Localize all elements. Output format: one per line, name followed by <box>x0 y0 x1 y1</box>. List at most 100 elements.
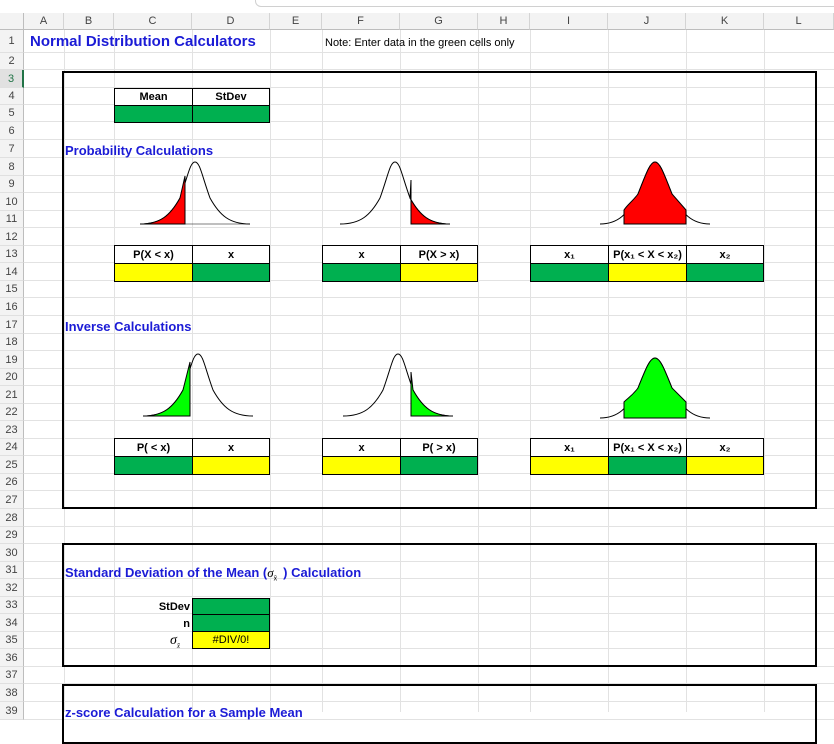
row-header-30[interactable]: 30 <box>0 544 24 562</box>
middle-red-curve-image <box>599 161 711 225</box>
x1-input[interactable] <box>530 263 609 282</box>
std-dev-of-mean-title-start: Standard Deviation of the Mean ( <box>65 565 268 580</box>
row-header-3[interactable]: 3 <box>0 70 24 88</box>
sdm-sigma-label: σx̄ <box>170 633 192 650</box>
column-header-i[interactable]: I <box>530 13 608 30</box>
sheet-title: Normal Distribution Calculators <box>30 33 256 50</box>
right-tail-red-curve-image <box>339 161 451 225</box>
row-header-38[interactable]: 38 <box>0 684 24 702</box>
row-header-35[interactable]: 35 <box>0 632 24 649</box>
inverse-x-header-right: x <box>322 438 401 457</box>
inverse-p-between-input[interactable] <box>608 456 687 475</box>
p-greater-than-x-result <box>400 263 478 282</box>
sdm-sigma-symbol: σ <box>170 633 177 648</box>
row-header-5[interactable]: 5 <box>0 105 24 122</box>
x-input-right[interactable] <box>322 263 401 282</box>
inverse-x1-header: x₁ <box>530 438 609 457</box>
x-header-left: x <box>192 245 270 264</box>
inverse-p-less-input[interactable] <box>114 456 193 475</box>
row-header-6[interactable]: 6 <box>0 122 24 140</box>
row-header-13[interactable]: 13 <box>0 246 24 263</box>
middle-green-curve-image <box>599 357 711 419</box>
x2-header: x₂ <box>686 245 764 264</box>
inverse-p-greater-input[interactable] <box>400 456 478 475</box>
row-header-25[interactable]: 25 <box>0 456 24 474</box>
row-header-20[interactable]: 20 <box>0 369 24 386</box>
column-header-g[interactable]: G <box>400 13 478 30</box>
inverse-p-greater-header: P( > x) <box>400 438 478 457</box>
row-header-21[interactable]: 21 <box>0 386 24 404</box>
row-header-16[interactable]: 16 <box>0 298 24 316</box>
p-between-header: P(x₁ < X < x₂) <box>608 245 687 264</box>
p-less-than-x-result <box>114 263 193 282</box>
row-header-26[interactable]: 26 <box>0 474 24 491</box>
row-header-2[interactable]: 2 <box>0 53 24 70</box>
column-header-c[interactable]: C <box>114 13 192 30</box>
row-header-9[interactable]: 9 <box>0 176 24 193</box>
formula-bar-edge <box>0 0 834 13</box>
row-header-34[interactable]: 34 <box>0 614 24 632</box>
inverse-x1-result <box>530 456 609 475</box>
select-all-corner[interactable] <box>0 13 24 30</box>
row-header-33[interactable]: 33 <box>0 597 24 614</box>
probability-calculations-title: Probability Calculations <box>65 143 214 158</box>
column-header-b[interactable]: B <box>64 13 114 30</box>
row-header-1[interactable]: 1 <box>0 30 24 53</box>
row-header-10[interactable]: 10 <box>0 193 24 211</box>
column-header-j[interactable]: J <box>608 13 686 30</box>
sdm-stdev-input[interactable] <box>192 598 270 615</box>
row-header-18[interactable]: 18 <box>0 334 24 351</box>
column-header-k[interactable]: K <box>686 13 764 30</box>
std-dev-of-mean-title: Standard Deviation of the Mean (σx̄) Cal… <box>65 565 361 583</box>
stdev-input[interactable] <box>192 105 270 123</box>
sdm-result: #DIV/0! <box>192 631 270 649</box>
sdm-stdev-label: StDev <box>158 601 190 613</box>
mean-input[interactable] <box>114 105 193 123</box>
row-header-31[interactable]: 31 <box>0 562 24 579</box>
column-header-a[interactable]: A <box>24 13 64 30</box>
row-header-22[interactable]: 22 <box>0 404 24 421</box>
sdm-n-input[interactable] <box>192 614 270 632</box>
row-header-17[interactable]: 17 <box>0 316 24 334</box>
row-header-29[interactable]: 29 <box>0 527 24 544</box>
row-header-7[interactable]: 7 <box>0 140 24 158</box>
x-input-left[interactable] <box>192 263 270 282</box>
column-header-d[interactable]: D <box>192 13 270 30</box>
inverse-p-between-header: P(x₁ < X < x₂) <box>608 438 687 457</box>
formula-bar[interactable] <box>255 0 834 7</box>
row-header-39[interactable]: 39 <box>0 702 24 720</box>
row-header-37[interactable]: 37 <box>0 667 24 684</box>
row-header-8[interactable]: 8 <box>0 158 24 176</box>
row-header-36[interactable]: 36 <box>0 649 24 667</box>
row-header-28[interactable]: 28 <box>0 509 24 527</box>
column-header-h[interactable]: H <box>478 13 530 30</box>
row-header-12[interactable]: 12 <box>0 228 24 246</box>
x1-header: x₁ <box>530 245 609 264</box>
x2-input[interactable] <box>686 263 764 282</box>
row-header-14[interactable]: 14 <box>0 263 24 281</box>
row-header-27[interactable]: 27 <box>0 491 24 509</box>
row-header-19[interactable]: 19 <box>0 351 24 369</box>
row-header-24[interactable]: 24 <box>0 439 24 456</box>
p-greater-than-x-header: P(X > x) <box>400 245 478 264</box>
column-header-f[interactable]: F <box>322 13 400 30</box>
stdev-header: StDev <box>192 88 270 106</box>
x-header-right: x <box>322 245 401 264</box>
row-header-23[interactable]: 23 <box>0 421 24 439</box>
inverse-x-header-left: x <box>192 438 270 457</box>
std-dev-of-mean-panel <box>62 543 817 667</box>
row-header-4[interactable]: 4 <box>0 88 24 105</box>
row-header-15[interactable]: 15 <box>0 281 24 298</box>
inverse-x2-header: x₂ <box>686 438 764 457</box>
p-less-than-x-header: P(X < x) <box>114 245 193 264</box>
row-header-11[interactable]: 11 <box>0 211 24 228</box>
left-tail-green-curve-image <box>142 353 254 417</box>
column-header-l[interactable]: L <box>764 13 834 30</box>
left-tail-red-curve-image <box>139 161 251 225</box>
inverse-calculations-title: Inverse Calculations <box>65 319 192 334</box>
column-header-e[interactable]: E <box>270 13 322 30</box>
inverse-p-less-header: P( < x) <box>114 438 193 457</box>
mean-header: Mean <box>114 88 193 106</box>
sdm-sigma-subscript: x̄ <box>176 641 181 650</box>
row-header-32[interactable]: 32 <box>0 579 24 597</box>
